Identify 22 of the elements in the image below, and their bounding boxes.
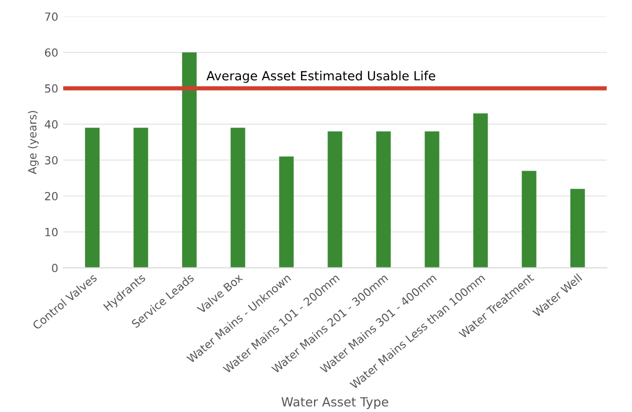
y-tick-label: 20: [45, 192, 58, 200]
bar: [522, 170, 536, 268]
bar: [134, 128, 148, 268]
x-axis-title: Water Asset Type: [281, 397, 388, 409]
bar: [230, 128, 246, 268]
bar: [376, 131, 391, 268]
bar: [328, 131, 342, 268]
y-tick-label: 60: [44, 48, 58, 57]
bar: [424, 131, 440, 268]
bar: [473, 113, 488, 268]
y-tick-label: 70: [45, 12, 58, 21]
y-tick-label: 40: [44, 120, 58, 129]
bar: [85, 128, 100, 268]
ref-line-label: Average Asset Estimated Usable Life: [206, 70, 436, 83]
y-axis-title: Age (years): [28, 110, 39, 174]
y-tick-label: 10: [45, 228, 58, 236]
bar: [279, 156, 294, 268]
bar: [570, 188, 585, 268]
y-tick-label: 30: [45, 156, 58, 164]
y-tick-label: 0: [52, 264, 58, 272]
bar: [182, 52, 197, 268]
y-tick-label: 50: [45, 84, 58, 93]
